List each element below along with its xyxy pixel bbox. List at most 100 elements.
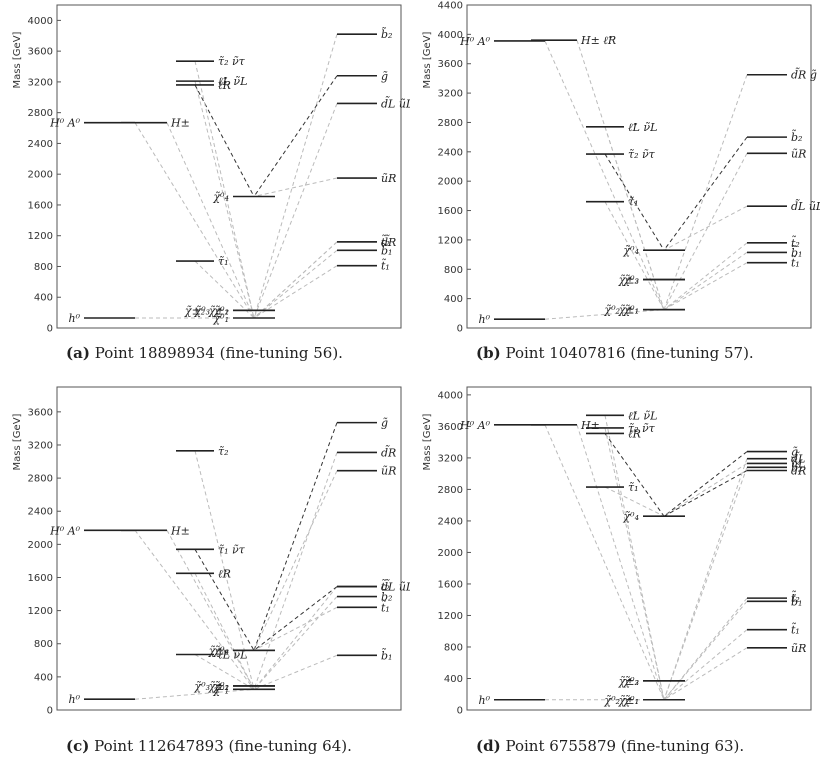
decay-line <box>663 597 748 701</box>
particle-label: χ̃⁰₂ χ̃⁰₁ <box>604 304 639 317</box>
y-tick-label: 800 <box>34 262 53 273</box>
plot-frame <box>56 386 402 711</box>
particle-label: τ̃₁ ν̃τ <box>218 543 246 556</box>
particle-label: χ̃⁰₁ <box>213 683 230 696</box>
decay-line <box>134 122 255 319</box>
y-tick-label: 2400 <box>28 139 53 150</box>
particle-label: χ̃⁰₄ <box>623 244 640 257</box>
y-tick-label: 3200 <box>438 453 463 464</box>
particle-label: b̃₁ <box>381 648 392 662</box>
decay-line <box>166 122 255 319</box>
y-tick-label: 3600 <box>438 422 463 433</box>
decay-line <box>663 251 748 311</box>
particle-label: ũR <box>381 465 396 478</box>
particle-label: t̃₂ <box>791 235 800 249</box>
decay-line <box>253 606 338 651</box>
chart-panel-b: 0 400 800 1200 1600 2000 2400 2800 3200 3600 4000 4… <box>422 1 820 335</box>
particle-label: χ̃±₂ <box>208 644 229 657</box>
decay-line <box>253 654 338 690</box>
y-tick-label: 0 <box>457 706 463 717</box>
y-tick-label: 0 <box>457 324 463 335</box>
particle-label: ℓ̃L ν̃L <box>628 409 657 422</box>
decay-line <box>576 424 665 700</box>
caption-d: (d) Point 6755879 (fine-tuning 63). <box>476 737 745 755</box>
y-tick-label: 800 <box>444 642 463 653</box>
decay-line <box>544 40 665 310</box>
particle-label: χ̃±₂ <box>618 675 639 688</box>
decay-line <box>604 427 665 700</box>
chart-panel-a: 0 400 800 1200 1600 2000 2400 2800 3200 3600 4000 M… <box>12 4 410 335</box>
particle-label: h⁰ <box>69 693 81 706</box>
decay-line <box>663 136 748 251</box>
chart-panel-c: 0 400 800 1200 1600 2000 2400 2800 3200 3600 Mass … <box>12 386 410 717</box>
particle-label: χ̃⁰₂ χ̃⁰₁ <box>604 694 639 707</box>
particle-label: H± ℓ̃R <box>580 34 616 47</box>
y-tick-label: 2800 <box>438 485 463 496</box>
particle-label: b̃₂ <box>791 460 802 474</box>
y-tick-label: 3200 <box>28 77 53 88</box>
y-tick-label: 1600 <box>438 206 463 217</box>
y-tick-label: 400 <box>34 672 53 683</box>
y-axis-label: Mass [GeV] <box>422 31 433 88</box>
decay-line <box>663 153 748 310</box>
particle-label: χ̃⁰₁ <box>213 312 230 325</box>
decay-line <box>253 75 338 197</box>
y-tick-label: 2000 <box>438 548 463 559</box>
particle-label: b̃₂ <box>791 130 802 144</box>
particle-label: g̃ <box>381 417 388 430</box>
particle-label: g̃ <box>381 70 388 83</box>
particle-label: τ̃₁ <box>628 481 639 494</box>
particle-label: d̃R <box>791 463 806 477</box>
particle-label: d̃R g̃ <box>791 67 817 81</box>
y-tick-label: 2800 <box>28 474 53 485</box>
particle-label: h⁰ <box>479 694 491 707</box>
decay-line <box>253 177 338 197</box>
y-tick-label: 2400 <box>438 516 463 527</box>
y-tick-label: 2400 <box>438 147 463 158</box>
decay-line <box>604 153 665 251</box>
plot-frame <box>466 4 812 329</box>
y-tick-label: 2000 <box>28 170 53 181</box>
decay-line <box>663 647 748 701</box>
y-tick-label: 1200 <box>28 606 53 617</box>
y-tick-label: 3200 <box>28 440 53 451</box>
particle-label: H± <box>170 524 190 537</box>
decay-line <box>194 450 255 690</box>
particle-label: τ̃₂ ν̃τ <box>628 148 656 161</box>
particle-label: b̃₂ <box>381 27 392 41</box>
particle-label: ũR <box>791 147 806 160</box>
y-tick-label: 2800 <box>438 118 463 129</box>
decay-line <box>604 433 665 517</box>
particle-label: h⁰ <box>479 313 491 326</box>
particle-label: t̃₂ <box>381 234 390 248</box>
decay-line <box>663 262 748 311</box>
decay-line <box>253 470 338 651</box>
particle-label: d̃R <box>381 234 396 248</box>
y-tick-label: 1600 <box>28 573 53 584</box>
particle-label: τ̃₂ ν̃τ <box>628 422 656 435</box>
decay-line <box>194 654 255 690</box>
particle-label: χ̃⁰₃ χ̃⁰₂ <box>194 680 229 693</box>
particle-label: χ̃±₁ <box>618 694 639 707</box>
decay-line <box>663 458 748 700</box>
particle-label: b̃₂ <box>381 589 392 603</box>
y-tick-label: 0 <box>47 324 53 335</box>
decay-line <box>134 688 255 700</box>
particle-label: χ̃⁰₄ <box>213 190 230 203</box>
particle-label: χ̃⁰₃ <box>623 675 640 688</box>
plot-frame <box>466 386 812 711</box>
y-tick-label: 1200 <box>438 235 463 246</box>
y-tick-label: 4000 <box>438 30 463 41</box>
particle-label: H± <box>580 419 600 432</box>
particle-label: H⁰ A⁰ <box>49 524 80 537</box>
particle-label: χ̃±₂ <box>618 274 639 287</box>
decay-line <box>544 309 665 320</box>
y-tick-label: 3600 <box>28 407 53 418</box>
y-tick-label: 400 <box>444 294 463 305</box>
caption-c: (c) Point 112647893 (fine-tuning 64). <box>66 737 352 755</box>
y-tick-label: 400 <box>34 293 53 304</box>
y-tick-label: 4000 <box>438 390 463 401</box>
decay-line <box>194 81 255 319</box>
y-tick-label: 400 <box>444 674 463 685</box>
particle-label: d̃L <box>791 451 805 465</box>
